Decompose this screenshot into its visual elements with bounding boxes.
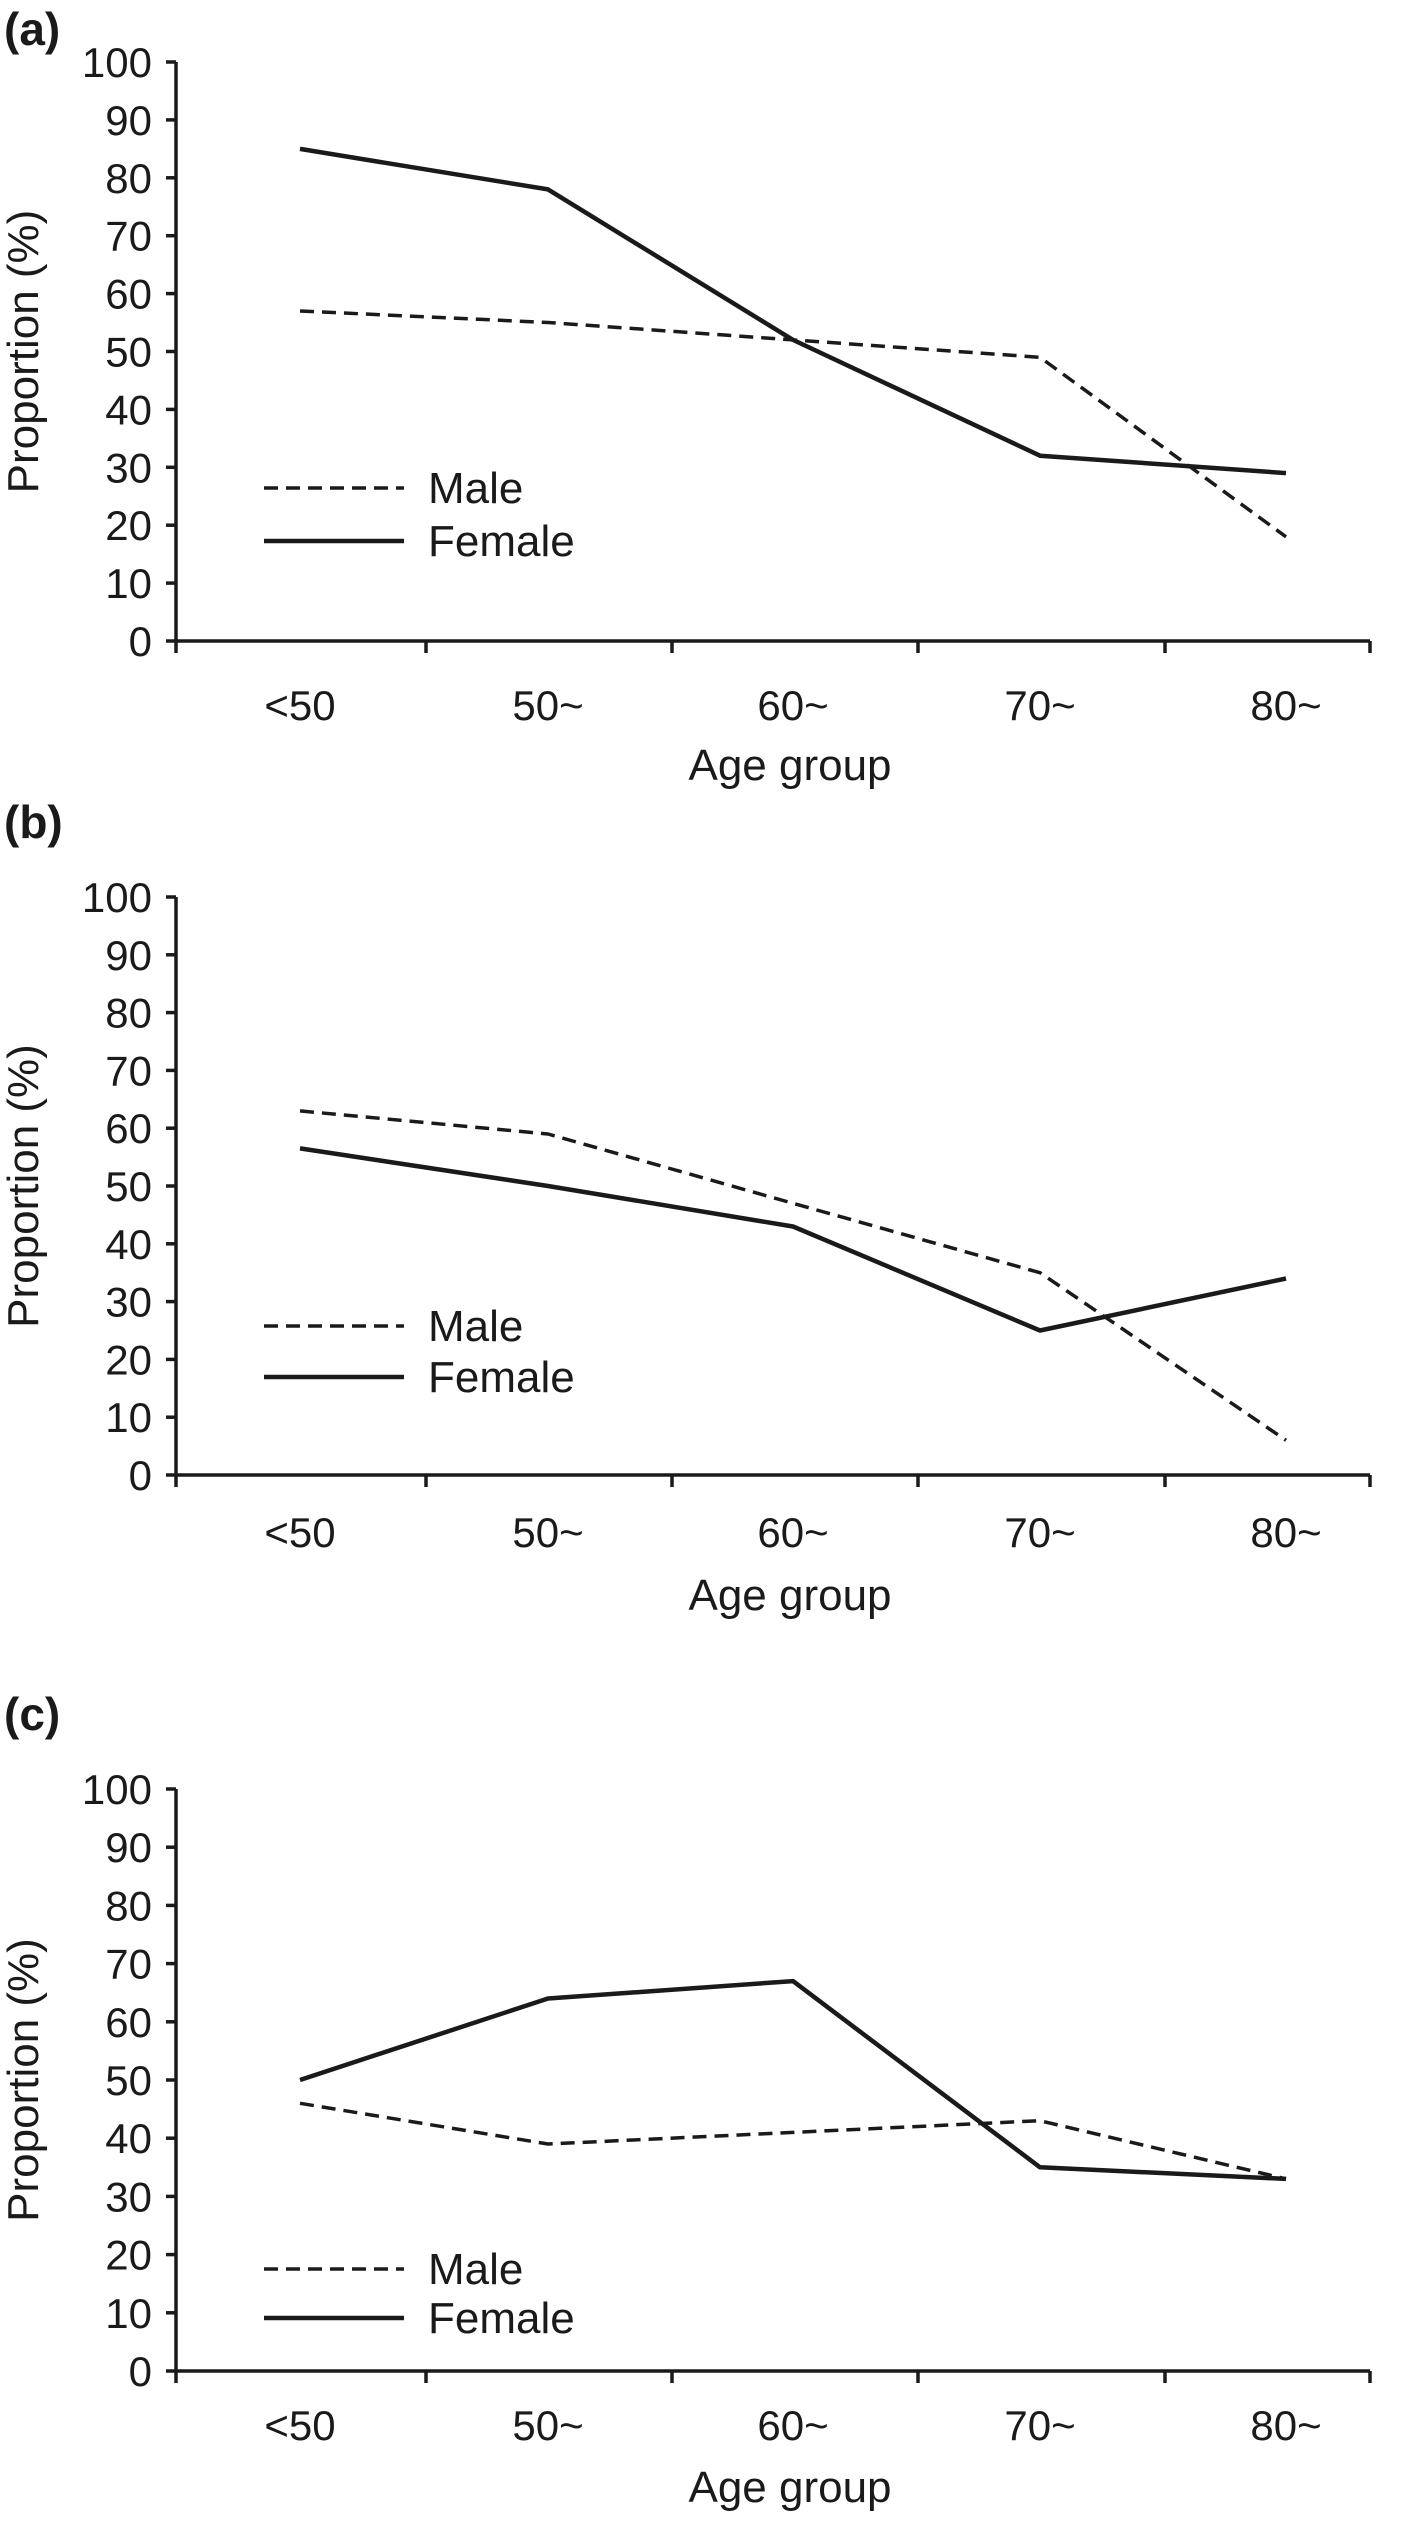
y-tick-label: 70 [105,1941,152,1988]
y-tick-label: 90 [105,932,152,979]
x-tick-label: 70~ [1004,2402,1075,2449]
y-tick-label: 100 [82,874,152,921]
y-tick-label: 20 [105,2232,152,2279]
y-tick-label: 90 [105,1824,152,1871]
y-tick-label: 80 [105,1882,152,1929]
x-axis-title: Age group [688,741,891,790]
panel-label: (c) [4,1688,60,1740]
x-tick-label: 50~ [512,2402,583,2449]
y-tick-label: 30 [105,1279,152,1326]
series-line-female [300,149,1286,473]
series-line-female [300,1981,1286,2179]
y-axis-title: Proportion (%) [0,1044,48,1328]
y-tick-label: 0 [129,2348,152,2395]
legend-label-male: Male [428,464,523,513]
x-tick-label: 70~ [1004,682,1075,729]
x-tick-label: 80~ [1250,682,1321,729]
x-tick-label: 60~ [757,1509,828,1556]
x-tick-label: 80~ [1250,1509,1321,1556]
y-tick-label: 10 [105,2290,152,2337]
y-tick-label: 10 [105,1394,152,1441]
y-tick-label: 50 [105,1163,152,1210]
y-tick-label: 30 [105,444,152,491]
x-tick-label: 50~ [512,1509,583,1556]
x-tick-label: <50 [264,1509,335,1556]
y-tick-label: 100 [82,39,152,86]
y-axis-title: Proportion (%) [0,1938,48,2222]
legend-label-female: Female [428,517,575,566]
y-tick-label: 10 [105,560,152,607]
y-tick-label: 70 [105,1047,152,1094]
y-tick-label: 40 [105,386,152,433]
y-tick-label: 90 [105,97,152,144]
x-tick-label: <50 [264,2402,335,2449]
y-tick-label: 50 [105,329,152,376]
x-tick-label: 70~ [1004,1509,1075,1556]
chart-panel-3: (c) 0 10 20 30 40 50 60 70 80 90 100 <50 50~ 60~ 70~ 80~… [0,1688,1370,2512]
legend-label-female: Female [428,2294,575,2343]
y-tick-label: 30 [105,2173,152,2220]
y-tick-label: 40 [105,1221,152,1268]
y-tick-label: 60 [105,271,152,318]
x-axis-title: Age group [688,1571,891,1620]
legend-label-male: Male [428,2245,523,2294]
y-tick-label: 0 [129,1452,152,1499]
x-tick-label: 50~ [512,682,583,729]
panel-label: (b) [4,796,63,848]
y-tick-label: 100 [82,1766,152,1813]
y-tick-label: 60 [105,1105,152,1152]
panel-label: (a) [4,3,60,55]
chart-panel-1: (a) 0 10 20 30 40 50 60 70 80 90 100 <50 50~ 60~ 70~ 80~… [0,3,1370,790]
chart-panel-2: (b) 0 10 20 30 40 50 60 70 80 90 100 <50 50~ 60~ 70~ 80~… [0,796,1370,1620]
y-tick-label: 40 [105,2115,152,2162]
y-tick-label: 80 [105,155,152,202]
x-tick-label: <50 [264,682,335,729]
y-axis-title: Proportion (%) [0,210,48,494]
y-tick-label: 20 [105,502,152,549]
x-axis-title: Age group [688,2463,891,2512]
x-tick-label: 60~ [757,682,828,729]
series-line-male [300,2103,1286,2179]
x-tick-label: 60~ [757,2402,828,2449]
y-tick-label: 70 [105,213,152,260]
legend-label-female: Female [428,1353,575,1402]
x-tick-label: 80~ [1250,2402,1321,2449]
y-tick-label: 60 [105,1999,152,2046]
y-tick-label: 50 [105,2057,152,2104]
y-tick-label: 80 [105,990,152,1037]
y-tick-label: 20 [105,1336,152,1383]
legend-label-male: Male [428,1302,523,1351]
y-tick-label: 0 [129,618,152,665]
